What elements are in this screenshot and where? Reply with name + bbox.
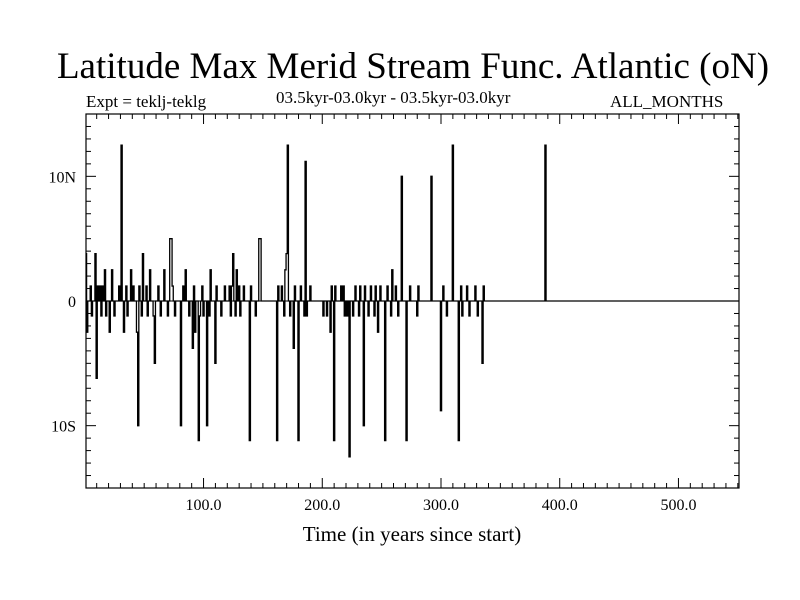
y-tick-label: 0 (68, 294, 76, 311)
y-tick-label: 10S (51, 419, 76, 436)
x-tick-label: 200.0 (304, 497, 340, 514)
series-line-0 (85, 144, 739, 458)
y-tick-label: 10N (48, 169, 76, 186)
experiment-label: Expt = teklj-teklg (86, 92, 207, 111)
plot-frame (85, 113, 740, 489)
months-label: ALL_MONTHS (610, 92, 724, 111)
x-tick-label: 500.0 (660, 497, 696, 514)
series-layer (85, 144, 739, 458)
chart-title: Latitude Max Merid Stream Func. Atlantic… (56, 46, 770, 87)
period-label: 03.5kyr-03.0kyr - 03.5kyr-03.0kyr (276, 88, 511, 107)
x-axis-label: Time (in years since start) (303, 522, 522, 546)
x-tick-label: 100.0 (186, 497, 222, 514)
x-tick-label: 300.0 (423, 497, 459, 514)
x-tick-label: 400.0 (542, 497, 578, 514)
ticks-layer: 100.0 200.0 300.0 400.0 500.0 10N 0 10S (48, 113, 739, 514)
